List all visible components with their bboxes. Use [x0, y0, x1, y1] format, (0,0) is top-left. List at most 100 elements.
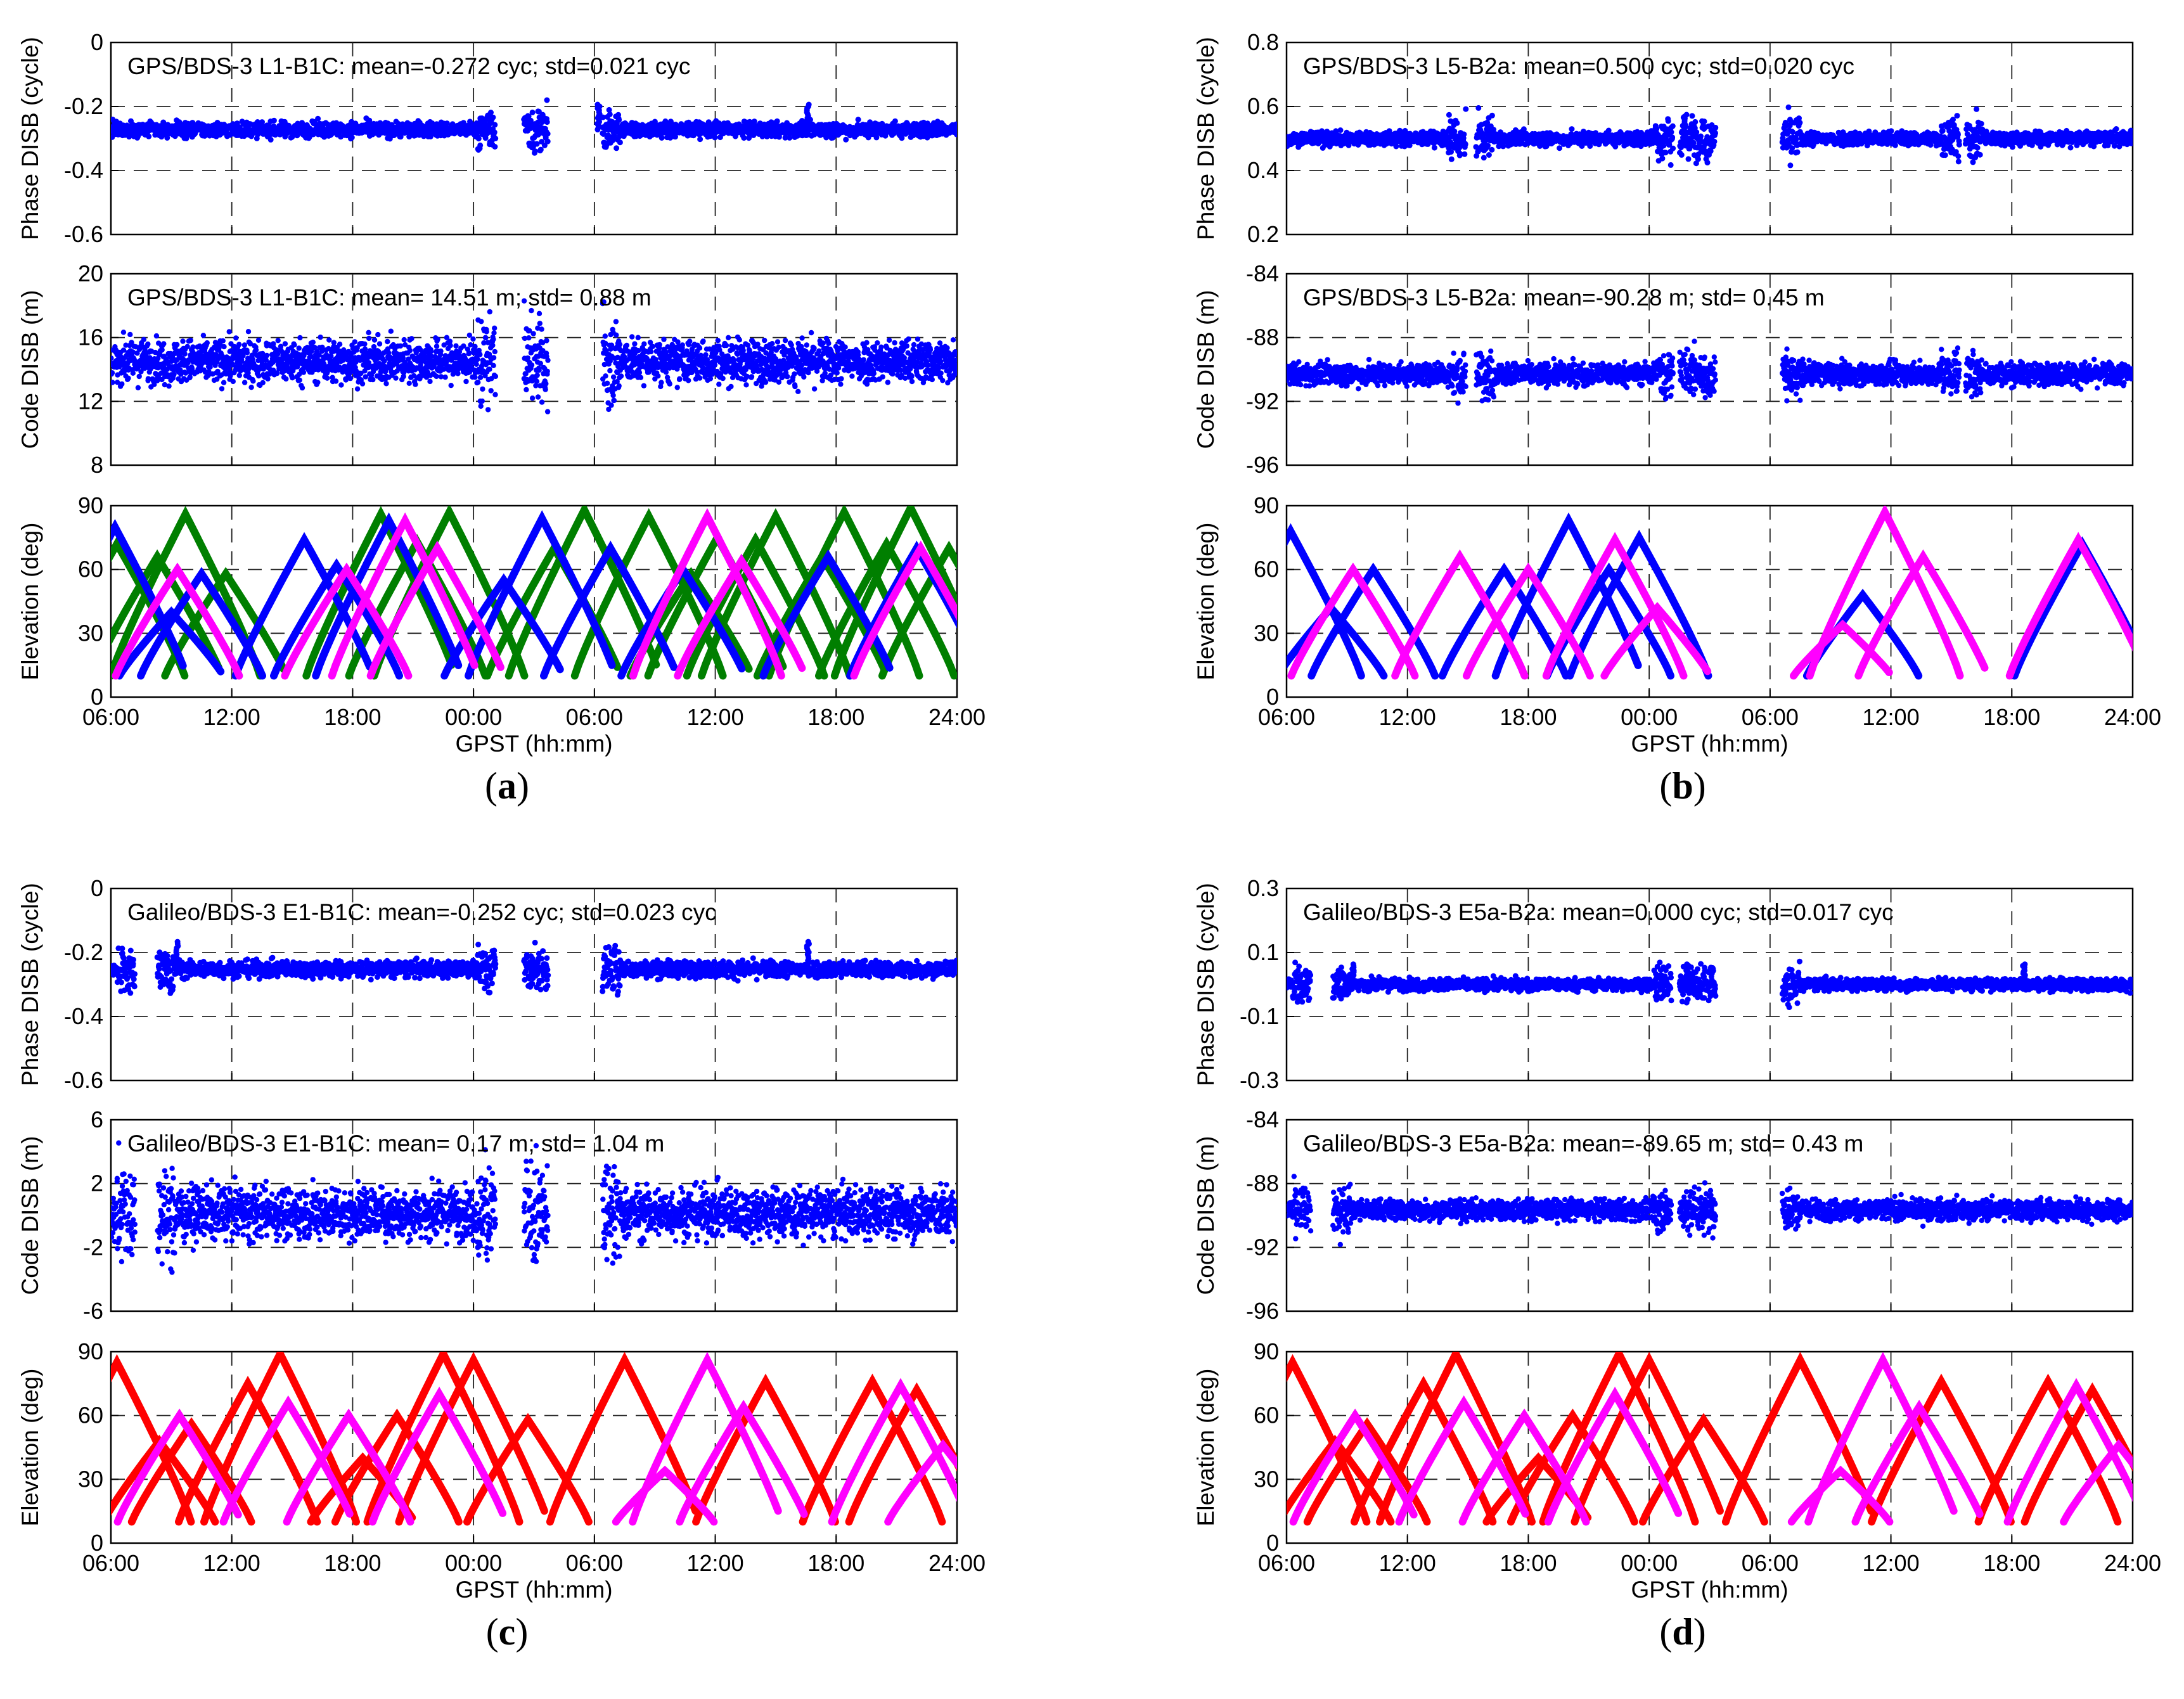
disb-point — [875, 340, 880, 346]
disb-point — [267, 136, 274, 143]
disb-point — [655, 373, 661, 379]
disb-point — [544, 97, 550, 103]
disb-point — [892, 340, 897, 346]
disb-point — [657, 342, 662, 348]
disb-point — [648, 349, 654, 355]
disb-point — [539, 399, 545, 405]
disb-series — [111, 97, 957, 156]
disb-point — [788, 342, 794, 348]
disb-point — [358, 370, 364, 376]
disb-point — [444, 120, 450, 127]
disb-point — [145, 376, 151, 381]
y-tick-label: 16 — [78, 324, 103, 350]
disb-point — [127, 331, 133, 338]
y-tick-label: -0.4 — [64, 157, 103, 183]
disb-point — [674, 385, 680, 390]
disb-point — [855, 117, 861, 123]
disb-point — [792, 371, 797, 377]
disb-point — [663, 369, 669, 375]
disb-point — [475, 136, 482, 142]
disb-point — [537, 321, 543, 326]
disb-point — [347, 375, 353, 381]
disb-point — [527, 328, 532, 334]
disb-point — [715, 338, 721, 343]
disb-point — [161, 341, 167, 347]
disb-point — [782, 134, 788, 141]
disb-point — [661, 337, 667, 342]
disb-point — [265, 376, 271, 381]
disb-point — [283, 376, 289, 382]
disb-point — [324, 369, 330, 375]
disb-point — [745, 342, 751, 348]
disb-point — [111, 356, 114, 361]
disb-point — [700, 338, 706, 344]
disb-point — [636, 348, 641, 354]
disb-point — [359, 381, 366, 387]
disb-point — [245, 329, 252, 335]
disb-point — [667, 365, 672, 371]
disb-point — [248, 385, 254, 390]
disb-point — [428, 353, 434, 359]
disb-point — [166, 383, 172, 389]
disb-point — [400, 355, 406, 361]
disb-point — [799, 335, 805, 341]
disb-point — [864, 340, 870, 345]
disb-point — [488, 110, 494, 115]
y-axis-label: Phase DISB (cycle) — [17, 37, 43, 240]
disb-point — [707, 376, 714, 381]
disb-point — [318, 334, 323, 340]
disb-point — [363, 374, 368, 380]
disb-point — [491, 362, 496, 368]
disb-point — [230, 378, 236, 385]
disb-point — [253, 347, 259, 353]
disb-point — [385, 338, 390, 345]
disb-point — [455, 371, 461, 376]
disb-point — [187, 374, 193, 380]
disb-point — [448, 383, 454, 388]
disb-point — [861, 357, 866, 362]
disb-point — [188, 337, 193, 343]
disb-point — [331, 340, 337, 345]
disb-point — [260, 380, 266, 386]
disb-point — [636, 369, 643, 376]
disb-point — [182, 351, 188, 357]
disb-point — [717, 371, 724, 377]
disb-point — [801, 374, 807, 380]
disb-point — [136, 373, 142, 380]
disb-point — [608, 342, 615, 348]
disb-point — [362, 341, 368, 347]
plot-area — [111, 298, 957, 414]
disb-point — [492, 392, 498, 397]
disb-point — [290, 375, 295, 381]
disb-point — [316, 352, 322, 358]
disb-point — [492, 373, 499, 380]
y-tick-label: 8 — [91, 452, 103, 478]
disb-point — [472, 375, 478, 380]
disb-point — [641, 383, 647, 388]
disb-point — [602, 333, 608, 339]
disb-point — [300, 369, 307, 375]
disb-point — [954, 131, 957, 138]
disb-point — [904, 343, 910, 349]
disb-point — [614, 379, 620, 385]
disb-point — [544, 131, 551, 137]
disb-point — [697, 136, 703, 143]
disb-point — [134, 350, 140, 356]
disb-point — [605, 380, 610, 386]
disb-point — [873, 134, 880, 141]
disb-point — [435, 337, 440, 342]
disb-point — [843, 136, 849, 143]
disb-point — [601, 299, 607, 305]
disb-point — [282, 341, 288, 347]
disb-point — [736, 337, 743, 343]
disb-point — [539, 326, 544, 332]
disb-point — [120, 347, 127, 353]
disb-point — [162, 381, 168, 388]
disb-point — [263, 357, 269, 363]
disb-point — [274, 370, 280, 376]
disb-point — [697, 375, 703, 381]
disb-point — [362, 346, 368, 352]
disb-point — [687, 338, 693, 344]
